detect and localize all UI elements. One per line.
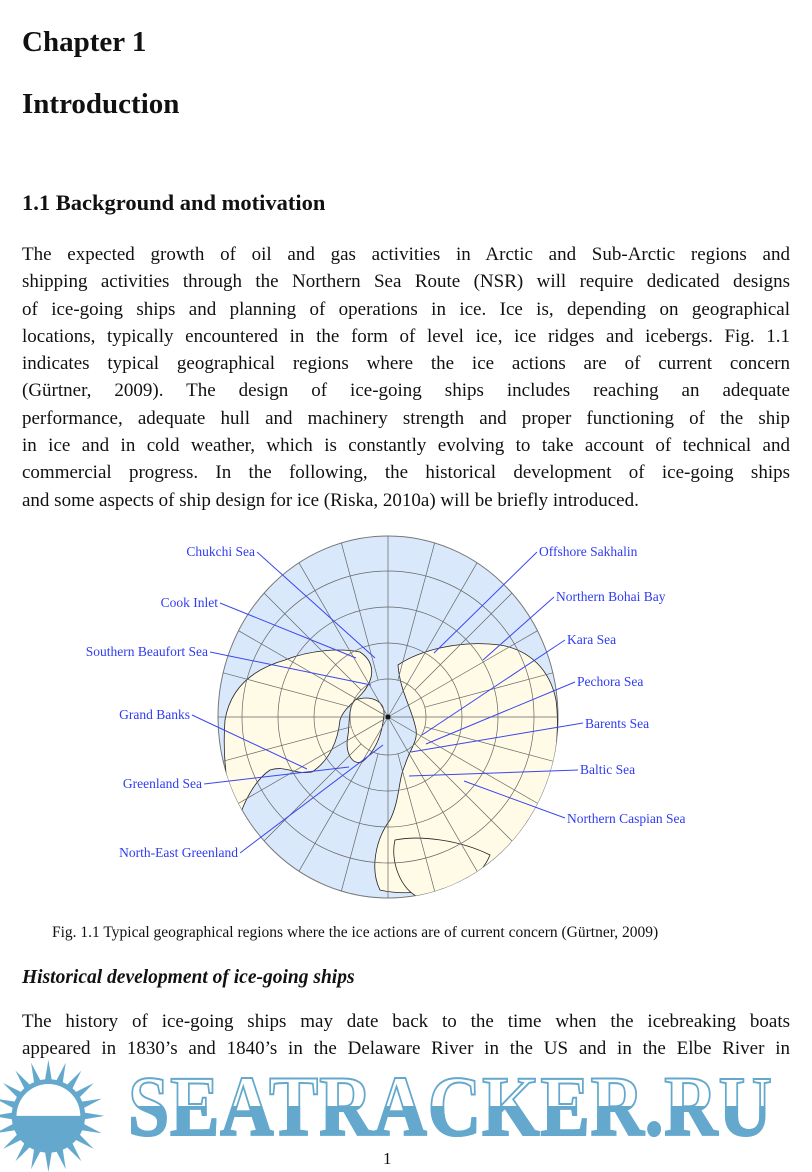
label-northern-caspian-sea: Northern Caspian Sea: [567, 811, 685, 826]
meridian-line: [414, 743, 530, 859]
meridian-line: [335, 753, 379, 898]
north-pole-marker: [385, 714, 391, 720]
text-line: in ice and in cold weather, which is con…: [22, 435, 790, 457]
sun-ray: [78, 1122, 102, 1134]
paragraph-history: The history of ice-going ships may date …: [22, 1008, 790, 1063]
subsection-heading: Historical development of ice-going ship…: [22, 967, 355, 988]
label-northern-bohai-bay: Northern Bohai Bay: [556, 589, 666, 604]
text-line: The history of ice-going ships may date …: [22, 1011, 790, 1032]
leader-line: [410, 722, 584, 753]
meridian-line: [287, 716, 389, 891]
page-number: 1: [383, 1149, 392, 1168]
label-greenland-sea: Greenland Sea: [123, 776, 202, 791]
meridian-line: [287, 543, 389, 718]
meridian-line: [387, 616, 558, 718]
leader-line: [219, 602, 357, 659]
text-line: locations, typically encountered in the …: [22, 325, 790, 347]
label-north-east-greenland: North-East Greenland: [119, 845, 238, 860]
leader-lines: [191, 551, 584, 854]
arctic-map-figure: Chukchi Sea Cook Inlet Southern Beaufort…: [86, 535, 685, 899]
label-kara-sea: Kara Sea: [567, 632, 616, 647]
label-pechora-sea: Pechora Sea: [577, 674, 643, 689]
leader-line: [256, 551, 376, 659]
text-line: commercial progress. In the following, t…: [22, 462, 790, 484]
map-graticule: [218, 536, 558, 898]
watermark-logo: SEATRACKER.RU: [127, 1058, 773, 1154]
text-line: and some aspects of ship design for ice …: [22, 489, 639, 511]
sun-logo-icon: [0, 1059, 105, 1172]
leader-line: [203, 766, 350, 785]
section-heading: 1.1 Background and motivation: [22, 190, 326, 215]
label-southern-beaufort-sea: Southern Beaufort Sea: [86, 644, 208, 659]
meridian-line: [246, 575, 362, 691]
text-line: (Gürtner, 2009). The design of ice-going…: [22, 380, 790, 402]
label-grand-banks: Grand Banks: [119, 707, 190, 722]
sun-ray: [54, 1062, 66, 1087]
chapter-title: Introduction: [22, 88, 180, 120]
text-line: shipping activities through the Northern…: [22, 271, 790, 293]
text-line: performance, adequate hull and machinery…: [22, 407, 790, 429]
sun-ray: [31, 1062, 43, 1087]
label-baltic-sea: Baltic Sea: [580, 762, 635, 777]
leader-line: [463, 780, 566, 819]
leader-line: [421, 639, 566, 736]
meridian-line: [397, 753, 441, 898]
meridian-line: [397, 536, 441, 681]
label-barents-sea: Barents Sea: [585, 716, 649, 731]
text-line: indicates typical geographical regions w…: [22, 353, 790, 375]
leader-line: [408, 769, 579, 777]
meridian-line: [387, 716, 558, 818]
leader-line: [209, 651, 372, 686]
meridian-line: [387, 543, 489, 718]
label-chukchi-sea: Chukchi Sea: [186, 544, 255, 559]
meridian-line: [218, 716, 389, 818]
figure-caption: Fig. 1.1 Typical geographical regions wh…: [52, 924, 659, 941]
leader-line: [425, 681, 576, 745]
text-line: The expected growth of oil and gas activ…: [22, 244, 790, 265]
sun-ray: [78, 1098, 102, 1110]
sun-ray: [44, 1148, 53, 1172]
leader-line: [191, 714, 308, 770]
leader-line: [482, 596, 555, 661]
leader-line: [239, 744, 384, 854]
sun-ray: [44, 1059, 53, 1084]
meridian-line: [414, 575, 530, 691]
label-cook-inlet: Cook Inlet: [161, 595, 219, 610]
text-line: of ice-going ships and planning of opera…: [22, 298, 790, 320]
label-offshore-sakhalin: Offshore Sakhalin: [539, 544, 638, 559]
text-line: appeared in 1830’s and 1840’s in the Del…: [22, 1038, 790, 1060]
paragraph-background: The expected growth of oil and gas activ…: [22, 241, 790, 514]
meridian-line: [387, 716, 489, 891]
leader-line: [433, 551, 538, 654]
sun-ray: [54, 1145, 66, 1170]
meridian-line: [218, 616, 389, 718]
chapter-heading: Chapter 1: [22, 26, 147, 58]
sun-ray: [31, 1145, 43, 1170]
sun-ray: [81, 1111, 105, 1120]
meridian-line: [246, 743, 362, 859]
